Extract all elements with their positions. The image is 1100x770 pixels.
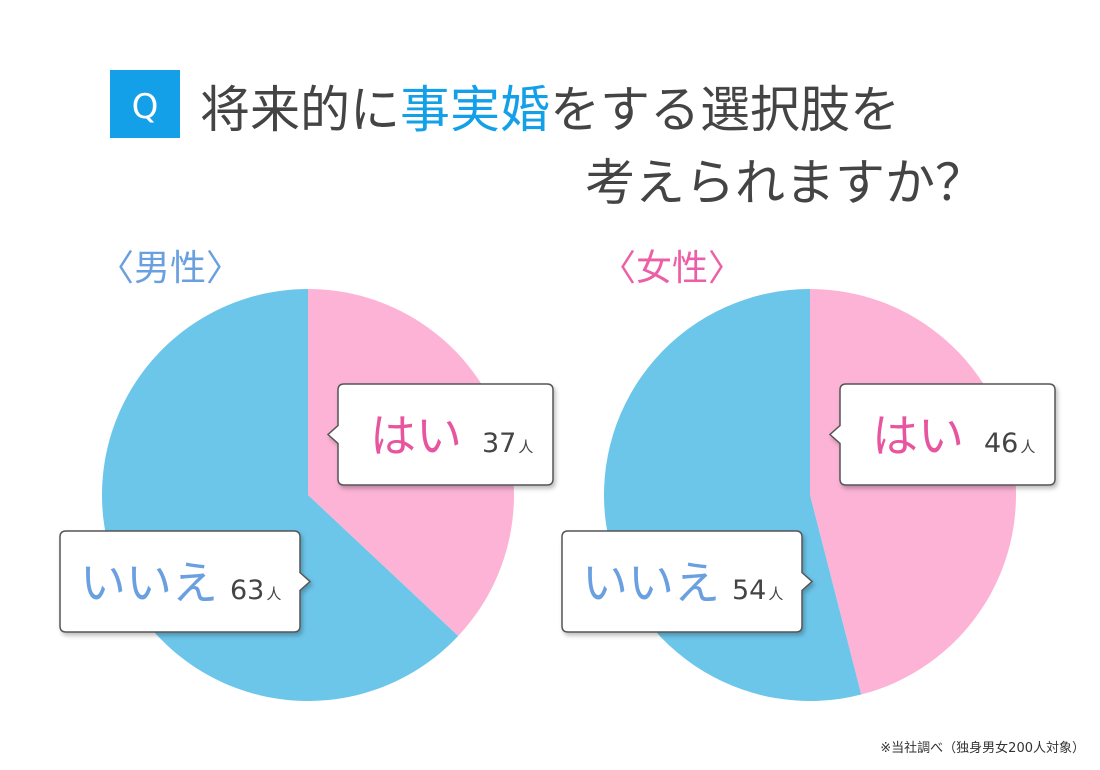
value-label: 63	[230, 575, 264, 606]
footnote: ※当社調べ（独身男女200人対象）	[880, 740, 1085, 756]
callout-label: はい 46 人	[872, 409, 1035, 463]
chart-title: 〈女性〉	[600, 248, 744, 289]
callout	[59, 530, 312, 633]
category-label: いいえ	[80, 556, 218, 610]
unit-label: 人	[518, 438, 533, 456]
callout	[828, 383, 1056, 486]
callout-label: いいえ 54 人	[582, 556, 783, 610]
callout	[561, 530, 814, 633]
category-label: いいえ	[582, 556, 720, 610]
unit-label: 人	[1020, 438, 1035, 456]
badge-box	[110, 70, 180, 138]
title-part: をする選択肢を	[550, 81, 900, 139]
badge: Q	[132, 87, 159, 127]
callout-label: はい 37 人	[370, 409, 533, 463]
title-highlight: 事実婚	[400, 81, 550, 139]
value-label: 46	[984, 428, 1018, 459]
callout	[326, 383, 554, 486]
value-label: 54	[732, 575, 766, 606]
category-label: はい	[872, 409, 964, 463]
unit-label: 人	[266, 585, 281, 603]
title-line1: 将来的に事実婚をする選択肢を	[200, 81, 900, 139]
title-line2: 考えられますか？	[585, 154, 985, 212]
value-label: 37	[482, 428, 516, 459]
category-label: はい	[370, 409, 462, 463]
unit-label: 人	[768, 585, 783, 603]
callout-label: いいえ 63 人	[80, 556, 281, 610]
chart-title: 〈男性〉	[98, 248, 242, 289]
title-part: 将来的に	[200, 81, 400, 139]
